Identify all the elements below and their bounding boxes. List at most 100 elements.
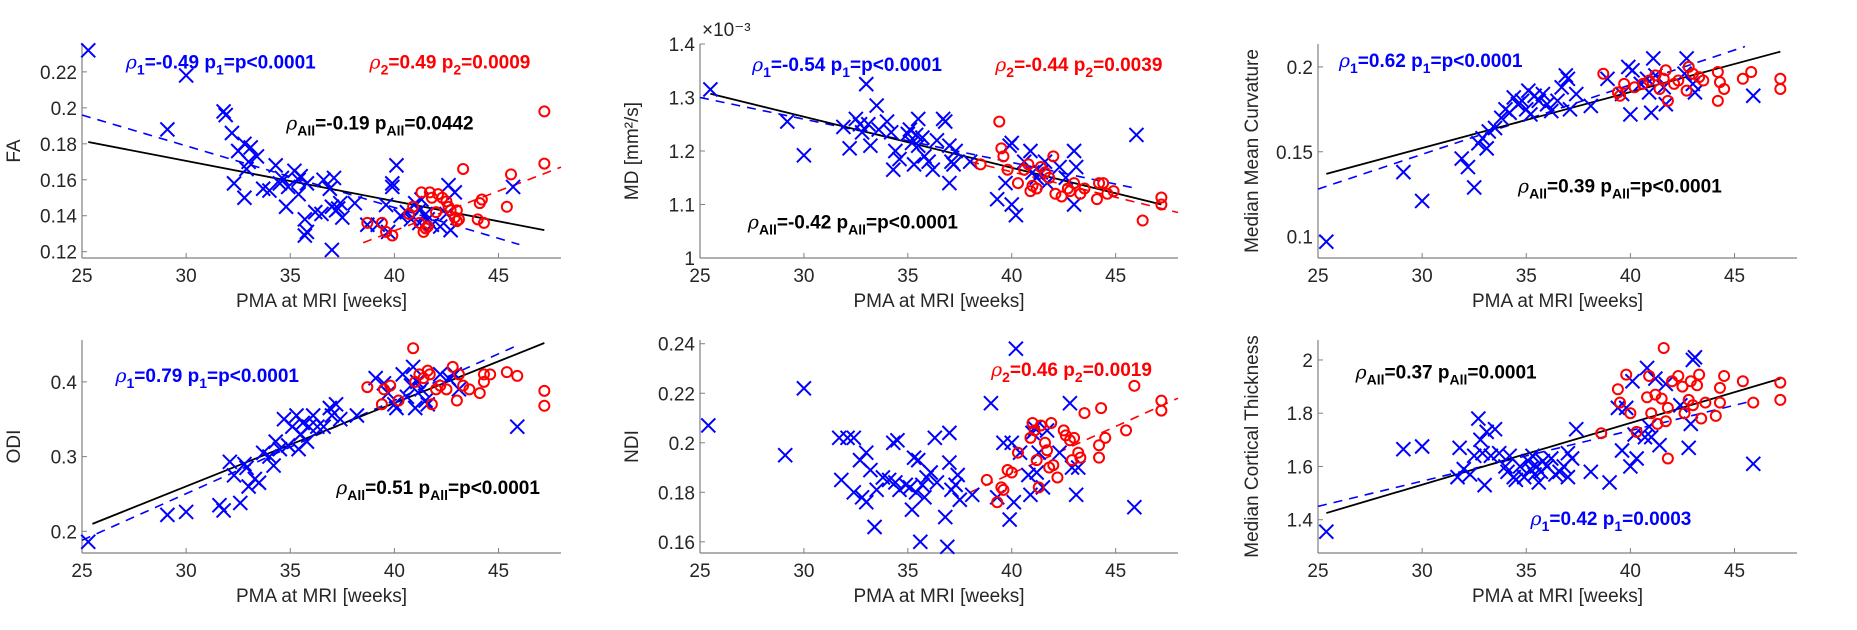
- data-point-o: [430, 206, 443, 219]
- data-point-o: [375, 398, 388, 411]
- data-point-x: [937, 509, 953, 525]
- data-point-o: [1711, 94, 1724, 107]
- p-symbol: p: [436, 52, 453, 73]
- data-point-x: [862, 462, 879, 478]
- data-point-o: [1078, 182, 1091, 195]
- data-point-x: [1066, 196, 1082, 213]
- data-point-x: [265, 457, 282, 474]
- data-point-x: [242, 139, 259, 156]
- data-point-x: [914, 477, 931, 493]
- data-point-x: [937, 113, 953, 130]
- data-point-x: [1512, 458, 1528, 475]
- data-point-x: [1395, 441, 1412, 457]
- data-point-x: [238, 460, 255, 476]
- data-point-x: [906, 449, 922, 466]
- data-point-o: [361, 381, 374, 394]
- data-point-o: [505, 168, 518, 181]
- data-point-o: [1774, 393, 1787, 406]
- data-point-x: [1462, 466, 1478, 483]
- p-symbol: p: [1597, 509, 1614, 530]
- data-point-x: [328, 396, 344, 412]
- rho-value: =-0.44: [1014, 55, 1069, 76]
- p-value: =p<0.0001: [207, 366, 299, 387]
- all-fit-line: [92, 342, 545, 525]
- data-point-x: [1626, 426, 1643, 443]
- panel-ndi: 25 30 35 40 45 0.16 0.18 0.2 0.22 0.24 PMA at MRI …: [622, 335, 1179, 607]
- x-tick-label: 35: [1516, 561, 1537, 582]
- data-point-o: [1713, 396, 1726, 409]
- data-point-o: [1676, 380, 1689, 393]
- y-axis-label: FA: [4, 139, 25, 163]
- x-axis-label: PMA at MRI [weeks]: [853, 291, 1024, 312]
- data-point-o: [1745, 66, 1758, 79]
- data-point-o: [1068, 177, 1081, 190]
- data-point-o: [377, 383, 390, 396]
- y-tick-label: 0.22: [40, 63, 77, 84]
- data-point-x: [384, 179, 401, 195]
- data-point-x: [841, 140, 858, 157]
- data-point-x: [395, 366, 411, 383]
- data-point-o: [997, 483, 1010, 496]
- data-point-o: [440, 383, 453, 396]
- data-point-o: [1032, 481, 1045, 494]
- data-point-x: [332, 411, 348, 427]
- data-point-x: [290, 172, 307, 188]
- data-point-o: [477, 375, 490, 388]
- data-point-x: [910, 452, 926, 468]
- data-point-x: [1037, 153, 1053, 170]
- data-point-o: [1074, 451, 1087, 464]
- annotation-group2: ρ2=0.46 p2=0.0019: [990, 359, 1152, 385]
- p-symbol: p: [182, 366, 199, 387]
- data-point-x: [1066, 143, 1082, 159]
- data-point-x: [1395, 164, 1412, 180]
- data-point-x: [858, 494, 874, 510]
- data-point-x: [347, 195, 363, 211]
- data-point-x: [1562, 101, 1578, 118]
- data-point-x: [831, 430, 847, 446]
- p-subscript: 1: [1614, 518, 1622, 534]
- data-point-o: [1066, 454, 1079, 467]
- y-tick-label: 0.14: [40, 207, 77, 228]
- data-point-x: [1583, 464, 1599, 480]
- data-point-x: [251, 475, 267, 491]
- x-tick-label: 25: [71, 266, 92, 287]
- annotation-all: ρAll=-0.42 pAll=p<0.0001: [747, 212, 959, 238]
- y-tick-label: 0.15: [1276, 143, 1313, 164]
- rho-subscript: 2: [1006, 64, 1014, 80]
- annotation-group1: ρ1=-0.54 p1=p<0.0001: [751, 54, 942, 80]
- data-point-o: [980, 473, 993, 486]
- data-point-x: [1472, 432, 1489, 448]
- x-axis-label: PMA at MRI [weeks]: [1472, 586, 1643, 607]
- data-point-o: [1099, 431, 1112, 444]
- rho-value: =-0.54: [771, 55, 826, 76]
- data-point-x: [868, 97, 885, 114]
- data-point-x: [941, 425, 958, 441]
- x-tick-label: 35: [1516, 266, 1537, 287]
- p-value: =0.0019: [1083, 360, 1152, 381]
- y-tick-label: 0.18: [40, 135, 77, 156]
- data-point-o: [1620, 368, 1633, 381]
- data-point-x: [898, 477, 914, 493]
- data-point-x: [80, 42, 96, 59]
- data-point-x: [388, 157, 405, 174]
- data-point-x: [301, 418, 317, 435]
- y-tick-label: 0.22: [658, 384, 695, 405]
- data-point-o: [538, 105, 551, 118]
- data-point-x: [378, 197, 394, 213]
- data-point-o: [1041, 444, 1054, 457]
- data-point-o: [1155, 404, 1168, 417]
- x-tick-label: 25: [1307, 266, 1328, 287]
- p-value: =0.0009: [461, 52, 530, 73]
- rho-subscript: 1: [1350, 60, 1358, 76]
- data-point-o: [511, 369, 524, 382]
- data-point-o: [1686, 67, 1699, 80]
- data-point-o: [457, 162, 470, 175]
- x-tick-label: 30: [176, 266, 197, 287]
- series-group1: [1318, 50, 1761, 250]
- data-point-x: [910, 111, 926, 127]
- data-point-o: [1709, 409, 1722, 422]
- data-point-x: [846, 430, 862, 446]
- y-tick-label: 0.16: [40, 171, 77, 192]
- data-point-o: [1095, 402, 1108, 415]
- data-point-x: [1643, 105, 1659, 121]
